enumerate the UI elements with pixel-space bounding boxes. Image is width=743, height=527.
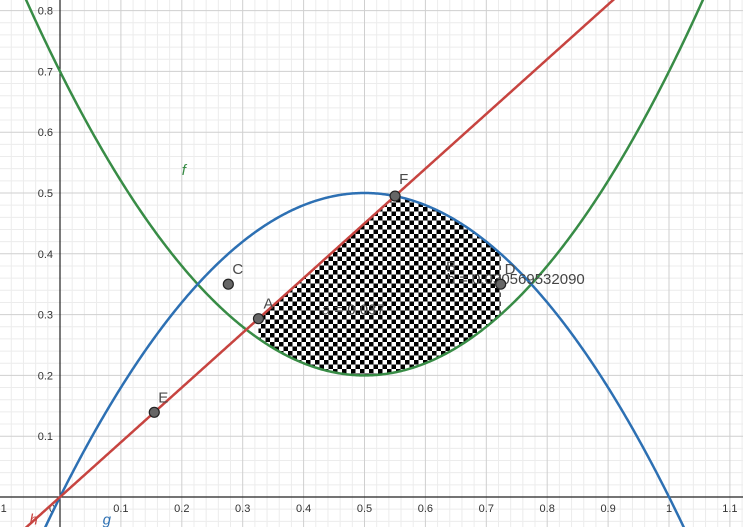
curve-labels: f g h bbox=[30, 162, 188, 527]
tick-labels: 0.1 0.2 0.3 0.4 0.5 0.6 0.7 0.8 0.9 1 1.1 0.1 0.2 0.3… bbox=[0, 6, 738, 515]
point-A[interactable] bbox=[252, 313, 265, 325]
area-label-b: b = 0.030569532090 bbox=[447, 271, 585, 288]
point-F[interactable] bbox=[389, 190, 401, 202]
x-tick-label: 0.9 bbox=[600, 503, 615, 515]
x-tick-label: 0.3 bbox=[235, 503, 250, 515]
point-C[interactable] bbox=[222, 278, 234, 290]
curve-g bbox=[43, 191, 686, 527]
point-E[interactable] bbox=[148, 406, 160, 418]
point-label-A: A bbox=[263, 296, 273, 313]
area-labels: a = 0.037 b = 0.030569532090 bbox=[322, 271, 585, 318]
y-tick-label: 0.6 bbox=[38, 127, 53, 139]
x-tick-label: 0.2 bbox=[174, 503, 189, 515]
origin-label: 0 bbox=[49, 503, 55, 515]
y-tick-label: 0.7 bbox=[38, 66, 53, 78]
point-D[interactable] bbox=[495, 278, 507, 290]
shaded-region bbox=[258, 196, 501, 376]
x-tick-label: 1 bbox=[666, 503, 672, 515]
y-tick-label: 0.1 bbox=[38, 431, 53, 443]
area-label-a: a = 0.037 bbox=[322, 302, 385, 319]
curve-label-g: g bbox=[103, 511, 112, 527]
x-tick-label: 0.7 bbox=[479, 503, 494, 515]
y-tick-label: 0.5 bbox=[38, 188, 53, 200]
points: A B C D E F bbox=[148, 171, 516, 418]
x-tick-label: 0.6 bbox=[418, 503, 433, 515]
y-tick-label: 0.8 bbox=[38, 6, 53, 18]
x-tick-label: 0.4 bbox=[296, 503, 311, 515]
point-label-C: C bbox=[232, 261, 243, 278]
y-tick-label: 0.4 bbox=[38, 249, 53, 261]
x-tick-label-neg: 0.1 bbox=[0, 503, 7, 515]
shaded-regions bbox=[258, 196, 501, 376]
x-tick-label: 0.5 bbox=[357, 503, 372, 515]
x-tick-label: 0.8 bbox=[540, 503, 555, 515]
x-tick-label: 0.1 bbox=[113, 503, 128, 515]
point-label-B: B bbox=[446, 259, 456, 276]
curve-label-f: f bbox=[182, 162, 188, 179]
point-label-E: E bbox=[158, 389, 168, 406]
y-tick-label: 0.3 bbox=[38, 310, 53, 322]
y-tick-label: 0.2 bbox=[38, 370, 53, 382]
curve-label-h: h bbox=[30, 511, 38, 527]
point-label-D: D bbox=[505, 261, 516, 278]
point-label-F: F bbox=[399, 171, 408, 188]
curve-f bbox=[24, 0, 705, 377]
x-tick-label: 1.1 bbox=[722, 503, 737, 515]
